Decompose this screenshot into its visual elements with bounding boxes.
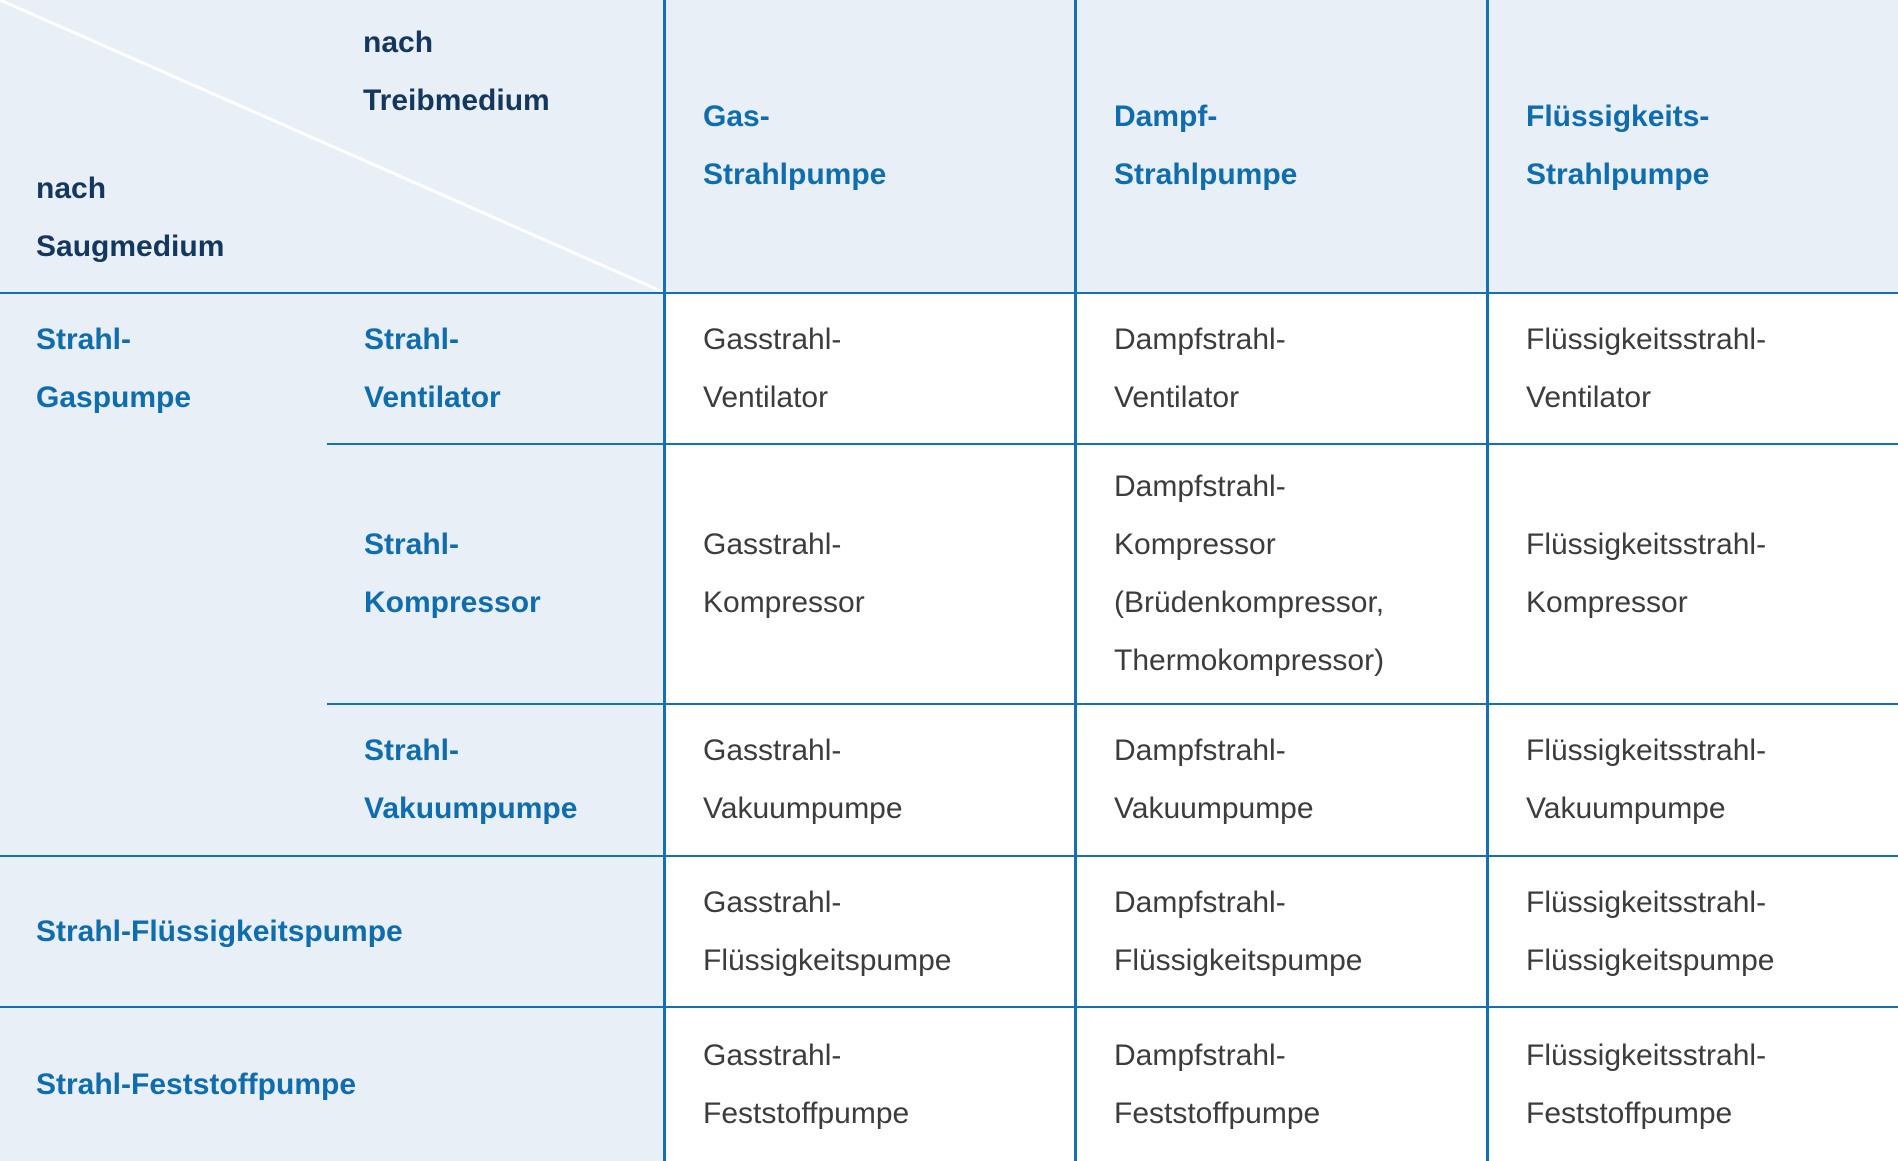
row-label-text: Strahl-Flüssigkeitspumpe xyxy=(36,914,403,948)
cell-text: Gasstrahl- Feststoffpumpe xyxy=(703,1038,910,1130)
subrow-label-strahl-kompressor: Strahl- Kompressor xyxy=(327,445,663,705)
row-label-strahl-fluessigkeitspumpe: Strahl-Flüssigkeitspumpe xyxy=(0,857,663,1008)
cell-gasstrahl-feststoffpumpe: Gasstrahl- Feststoffpumpe xyxy=(663,1008,1074,1161)
cell-dampfstrahl-kompressor: Dampfstrahl- Kompressor (Brüdenkompresso… xyxy=(1074,445,1486,705)
cell-fluessigkeitsstrahl-vakuumpumpe: Flüssigkeitsstrahl- Vakuumpumpe xyxy=(1486,705,1898,857)
subrow-label-text: Strahl- Kompressor xyxy=(364,528,541,619)
cell-text: Dampfstrahl- Vakuumpumpe xyxy=(1114,734,1314,825)
row-group-label-strahl-gaspumpe: Strahl- Gaspumpe xyxy=(0,294,327,857)
cell-gasstrahl-ventilator: Gasstrahl- Ventilator xyxy=(663,294,1074,445)
cell-text: Dampfstrahl- Flüssigkeitspumpe xyxy=(1114,885,1363,977)
cell-fluessigkeitsstrahl-kompressor: Flüssigkeitsstrahl- Kompressor xyxy=(1486,445,1898,705)
subrow-label-text: Strahl- Vakuumpumpe xyxy=(364,734,578,825)
corner-label-nach-saugmedium: nach Saugmedium xyxy=(36,172,225,263)
cell-text: Dampfstrahl- Ventilator xyxy=(1114,322,1286,414)
diagonal-line xyxy=(0,0,663,292)
subrow-label-strahl-vakuumpumpe: Strahl- Vakuumpumpe xyxy=(327,705,663,857)
cell-fluessigkeitsstrahl-fluessigkeitspumpe: Flüssigkeitsstrahl- Flüssigkeitspumpe xyxy=(1486,857,1898,1008)
cell-text: Gasstrahl- Vakuumpumpe xyxy=(703,734,903,825)
cell-text: Flüssigkeitsstrahl- Feststoffpumpe xyxy=(1526,1038,1767,1130)
col-header-dampf-strahlpumpe: Dampf- Strahlpumpe xyxy=(1074,0,1486,294)
cell-gasstrahl-vakuumpumpe: Gasstrahl- Vakuumpumpe xyxy=(663,705,1074,857)
corner-label-nach-treibmedium: nach Treibmedium xyxy=(363,26,550,117)
cell-gasstrahl-fluessigkeitspumpe: Gasstrahl- Flüssigkeitspumpe xyxy=(663,857,1074,1008)
cell-text: Dampfstrahl- Feststoffpumpe xyxy=(1114,1038,1321,1130)
col-header-label: Flüssigkeits- Strahlpumpe xyxy=(1526,100,1710,191)
subrow-label-strahl-ventilator: Strahl- Ventilator xyxy=(327,294,663,445)
cell-dampfstrahl-ventilator: Dampfstrahl- Ventilator xyxy=(1074,294,1486,445)
col-header-label: Dampf- Strahlpumpe xyxy=(1114,100,1298,191)
cell-fluessigkeitsstrahl-feststoffpumpe: Flüssigkeitsstrahl- Feststoffpumpe xyxy=(1486,1008,1898,1161)
cell-fluessigkeitsstrahl-ventilator: Flüssigkeitsstrahl- Ventilator xyxy=(1486,294,1898,445)
subrow-label-text: Strahl- Ventilator xyxy=(364,322,501,414)
cell-text: Dampfstrahl- Kompressor (Brüdenkompresso… xyxy=(1114,470,1385,677)
cell-dampfstrahl-vakuumpumpe: Dampfstrahl- Vakuumpumpe xyxy=(1074,705,1486,857)
cell-dampfstrahl-feststoffpumpe: Dampfstrahl- Feststoffpumpe xyxy=(1074,1008,1486,1161)
cell-text: Gasstrahl- Kompressor xyxy=(703,528,865,619)
corner-header-cell: nach Treibmedium nach Saugmedium xyxy=(0,0,663,294)
cell-text: Flüssigkeitsstrahl- Vakuumpumpe xyxy=(1526,734,1767,825)
col-header-fluessigkeits-strahlpumpe: Flüssigkeits- Strahlpumpe xyxy=(1486,0,1898,294)
cell-text: Flüssigkeitsstrahl- Ventilator xyxy=(1526,322,1767,414)
cell-text: Flüssigkeitsstrahl- Flüssigkeitspumpe xyxy=(1526,885,1775,977)
row-group-label-text: Strahl- Gaspumpe xyxy=(36,323,192,414)
col-header-label: Gas- Strahlpumpe xyxy=(703,100,887,191)
cell-text: Flüssigkeitsstrahl- Kompressor xyxy=(1526,528,1767,619)
row-label-strahl-feststoffpumpe: Strahl-Feststoffpumpe xyxy=(0,1008,663,1161)
cell-text: Gasstrahl- Ventilator xyxy=(703,322,842,414)
cell-dampfstrahl-fluessigkeitspumpe: Dampfstrahl- Flüssigkeitspumpe xyxy=(1074,857,1486,1008)
col-header-gas-strahlpumpe: Gas- Strahlpumpe xyxy=(663,0,1074,294)
cell-text: Gasstrahl- Flüssigkeitspumpe xyxy=(703,885,952,977)
cell-gasstrahl-kompressor: Gasstrahl- Kompressor xyxy=(663,445,1074,705)
row-label-text: Strahl-Feststoffpumpe xyxy=(36,1067,357,1101)
